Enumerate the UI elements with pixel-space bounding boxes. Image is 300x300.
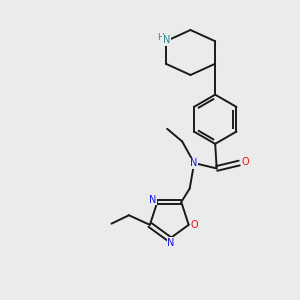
Text: N: N <box>163 35 170 45</box>
Text: O: O <box>242 158 249 167</box>
Text: N: N <box>149 195 157 205</box>
Text: O: O <box>190 220 198 230</box>
Text: N: N <box>190 158 198 168</box>
Text: H: H <box>157 33 164 42</box>
Text: N: N <box>167 238 175 248</box>
